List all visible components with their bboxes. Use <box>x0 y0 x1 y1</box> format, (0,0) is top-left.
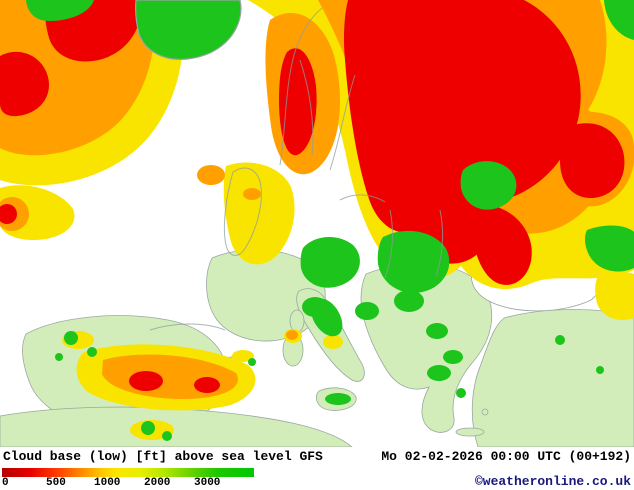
legend: 0 500 1000 2000 3000 <box>2 468 260 490</box>
legend-tick-2000: 2000 <box>144 477 171 489</box>
legend-tick-3000: 3000 <box>194 477 221 489</box>
europe-forecast-svg <box>0 0 634 447</box>
caption-row: Cloud base (low) [ft] above sea level GF… <box>0 449 634 464</box>
legend-gradient-bar <box>2 468 254 477</box>
legend-tick-0: 0 <box>2 477 9 489</box>
map-footer: Cloud base (low) [ft] above sea level GF… <box>0 447 634 490</box>
map-datetime: Mo 02-02-2026 00:00 UTC (00+192) <box>381 449 631 464</box>
borders-layer <box>149 7 444 331</box>
cloud-base-map <box>0 0 634 447</box>
legend-tick-500: 500 <box>46 477 66 489</box>
legend-ticks: 0 500 1000 2000 3000 <box>2 477 260 490</box>
map-title: Cloud base (low) [ft] above sea level GF… <box>3 449 323 464</box>
copyright: ©weatheronline.co.uk <box>474 474 631 489</box>
legend-tick-1000: 1000 <box>94 477 121 489</box>
cloud-green-layer <box>26 0 634 441</box>
